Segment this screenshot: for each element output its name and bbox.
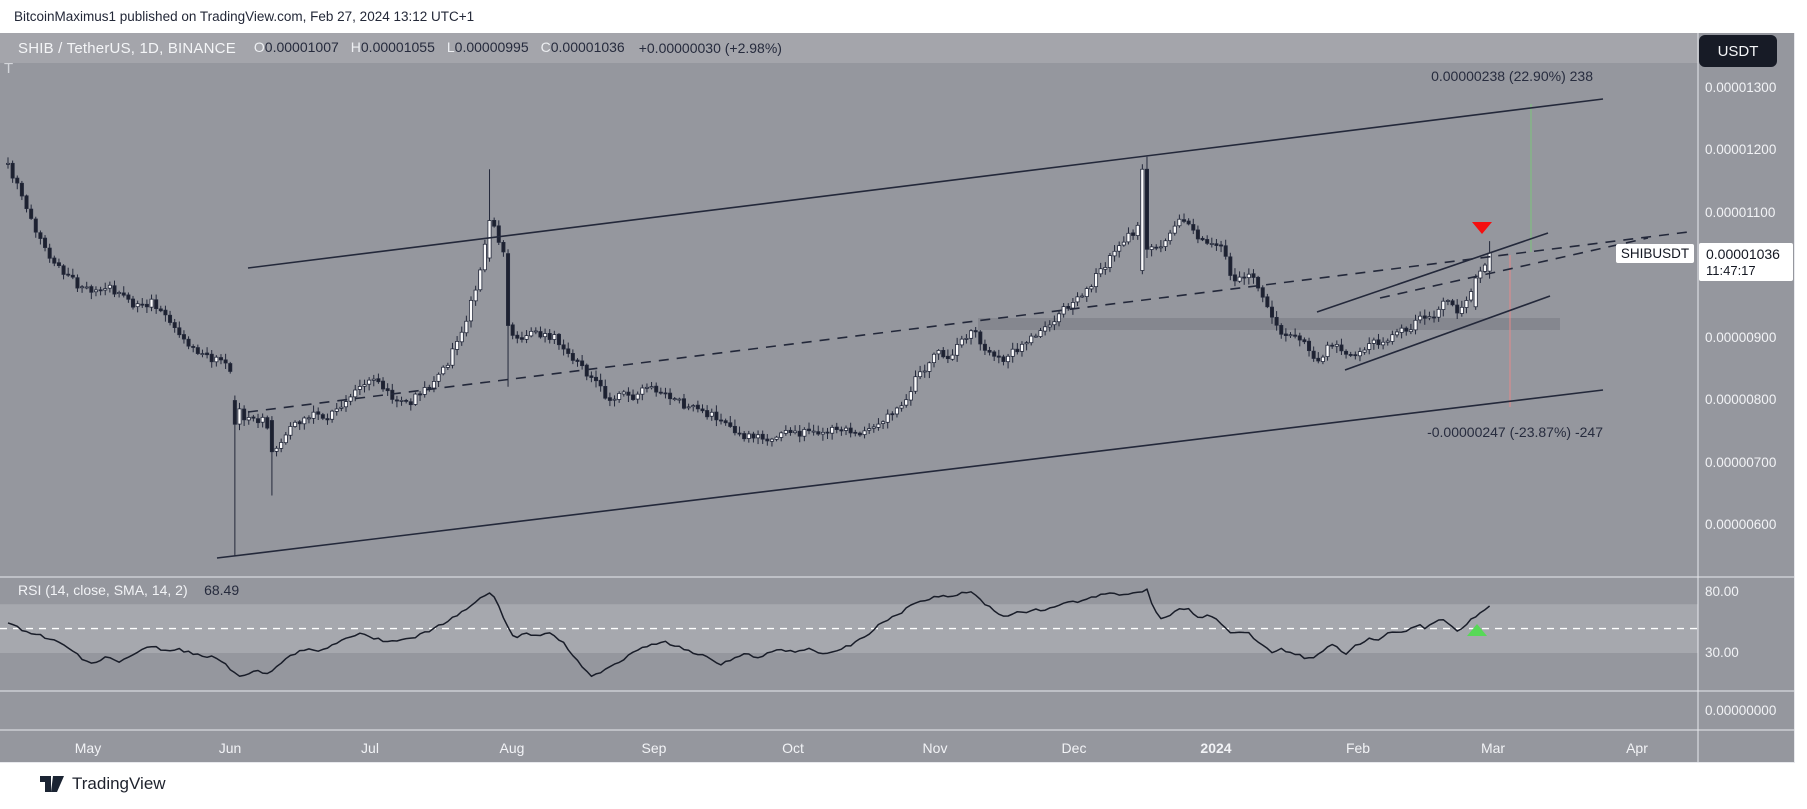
ohlc-value: 0.00001007 [264, 39, 339, 55]
bar-countdown: 11:47:17 [1706, 263, 1756, 278]
ohlc-key: H [350, 39, 361, 55]
change-value: +0.00000030 (+2.98%) [638, 40, 782, 56]
symbol-tag-text: SHIBUSDT [1620, 246, 1690, 261]
tradingview-logo-icon [40, 775, 64, 792]
footer: TradingView [0, 763, 1807, 809]
ohlc-key: L [446, 39, 455, 55]
pane-separators [0, 33, 1795, 763]
current-price-box: 0.00001036 11:47:17 [1699, 243, 1793, 281]
brand-text: TradingView [72, 774, 166, 793]
sell-arrow-marker [1472, 222, 1492, 234]
rsi-legend[interactable]: RSI (14, close, SMA, 14, 2) 68.49 [18, 582, 239, 600]
current-price: 0.00001036 [1706, 246, 1780, 262]
candles-layer [6, 156, 1492, 556]
buy-arrow-marker [1467, 624, 1487, 636]
mini-channel-midline-dashed [1379, 237, 1649, 299]
ohlc-value: 0.00000995 [454, 39, 529, 55]
symbol-price-tag: SHIBUSDT [1616, 244, 1694, 263]
text-tool-watermark: T [4, 60, 14, 77]
mini-channel-lower-line [1344, 295, 1551, 371]
tradingview-logo[interactable]: TradingView [40, 774, 166, 794]
rsi-pane [0, 588, 1698, 678]
currency-toggle-button[interactable]: USDT [1699, 35, 1777, 67]
publish-line: BitcoinMaximus1 published on TradingView… [14, 9, 475, 24]
trend-channel-drawings [216, 98, 1689, 559]
ohlc-key: O [253, 39, 265, 55]
channel-lower-line [216, 389, 1604, 559]
down-target-label: -0.00000247 (-23.87%) -247 [1427, 424, 1603, 440]
up-target-label: 0.00000238 (22.90%) 238 [1431, 68, 1593, 84]
ohlc-key: C [540, 39, 551, 55]
ohlc-value: 0.00001055 [360, 39, 435, 55]
rsi-legend-title: RSI (14, close, SMA, 14, 2) [18, 582, 188, 598]
rsi-line [7, 588, 1491, 678]
rsi-legend-value: 68.49 [204, 582, 240, 598]
chart-canvas[interactable] [0, 33, 1795, 763]
chart-region[interactable]: SHIB / TetherUS, 1D, BINANCE O0.00001007… [0, 33, 1795, 763]
mini-channel-upper-line [1316, 232, 1549, 313]
ohlc-values: O0.00001007 H0.00001055 L0.00000995 C0.0000… [254, 39, 637, 57]
legend-strip [0, 33, 1698, 63]
chart-legend[interactable]: SHIB / TetherUS, 1D, BINANCE O0.00001007… [18, 33, 782, 63]
channel-upper-line [247, 98, 1604, 269]
ohlc-value: 0.00001036 [550, 39, 625, 55]
publish-bar: BitcoinMaximus1 published on TradingView… [0, 0, 1807, 33]
channel-midline-dashed [247, 231, 1689, 413]
symbol-title: SHIB / TetherUS, 1D, BINANCE [18, 39, 236, 57]
